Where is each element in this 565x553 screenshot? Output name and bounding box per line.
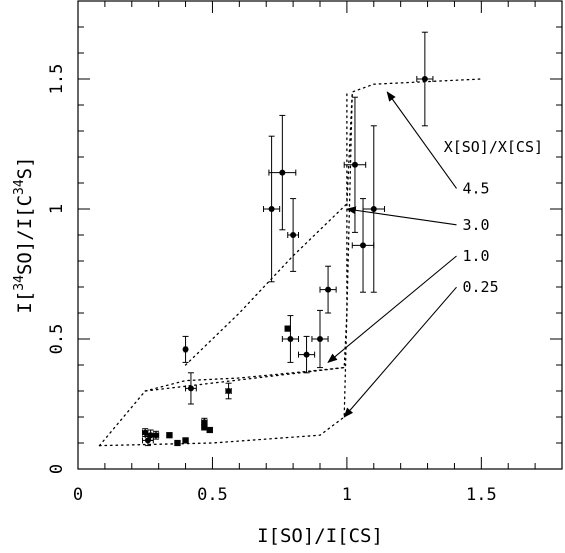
data-point (281, 315, 299, 363)
data-marker (279, 169, 286, 176)
data-marker (174, 440, 181, 446)
data-point (182, 335, 189, 363)
data-marker (317, 336, 323, 342)
data-marker (144, 437, 151, 444)
data-marker (421, 76, 428, 82)
annotation-arrow (327, 255, 457, 364)
data-point (268, 114, 297, 231)
data-marker (201, 424, 208, 431)
data-marker (268, 206, 275, 212)
data-point (284, 325, 291, 332)
data-marker (201, 419, 208, 426)
data-point (206, 426, 213, 434)
model-curve (98, 366, 345, 447)
annotation-label: 3.0 (463, 216, 490, 234)
data-marker (182, 437, 189, 444)
data-marker (182, 346, 189, 353)
data-point (142, 434, 154, 447)
data-point (416, 31, 434, 127)
x-tick-label: 1 (342, 485, 352, 505)
data-marker (206, 427, 213, 433)
data-point (201, 424, 208, 431)
data-point (182, 437, 189, 444)
data-points (142, 31, 434, 447)
axis-ticks: 0 0.5 1 1.5 0 0.5 1 1.5 (47, 0, 563, 505)
x-tick-label: 1.5 (466, 485, 497, 505)
x-tick-label: 0.5 (197, 485, 228, 505)
annotation-arrow (386, 91, 457, 189)
y-axis-label-part: 34 (12, 275, 27, 291)
y-tick-label: 0 (47, 464, 67, 474)
data-point (319, 265, 337, 314)
model-curves (98, 78, 482, 447)
annotation-label: 0.25 (463, 278, 499, 296)
data-point (287, 198, 299, 272)
data-marker (303, 351, 310, 358)
model-curve (184, 78, 482, 366)
annotation-label: 1.0 (463, 247, 490, 265)
y-axis-label-part: 34 (12, 179, 27, 195)
y-axis-label: I[34SO]/I[C34S] (12, 156, 36, 313)
data-point (225, 382, 232, 400)
data-marker (360, 242, 367, 249)
annotations: X[SO]/X[CS] 4.5 3.0 1.0 0.25 (327, 91, 543, 418)
x-tick-label: 0 (73, 485, 83, 505)
data-marker (187, 385, 194, 392)
y-axis-label-part: S] (14, 156, 36, 179)
data-point (185, 372, 197, 405)
data-marker (284, 325, 291, 332)
annotation-arrow (343, 286, 457, 418)
model-curve (98, 91, 353, 447)
x-axis-label: I[SO]/I[CS] (257, 525, 383, 547)
data-point (311, 309, 329, 369)
annotation-arrow (345, 206, 457, 226)
y-tick-label: 1 (47, 204, 67, 214)
y-axis-label-part: I[ (14, 291, 36, 314)
data-marker (287, 336, 294, 342)
y-tick-label: 1.5 (47, 64, 67, 95)
data-point (263, 135, 281, 283)
data-point (174, 439, 181, 447)
data-marker (225, 388, 232, 394)
annotation-title: X[SO]/X[CS] (444, 138, 543, 156)
y-axis-label-part: SO]/I[C (14, 195, 36, 275)
data-point (297, 335, 316, 374)
model-curve (144, 91, 348, 392)
y-tick-label: 0.5 (47, 324, 67, 355)
plot-frame (77, 0, 563, 470)
data-marker (351, 161, 358, 168)
data-marker (152, 432, 159, 439)
data-point (152, 430, 160, 440)
data-point (166, 432, 173, 439)
data-point (362, 125, 386, 293)
data-point (351, 198, 375, 293)
data-marker (166, 432, 173, 439)
data-marker (370, 206, 377, 212)
data-marker (290, 232, 297, 238)
data-marker (325, 286, 332, 293)
annotation-label: 4.5 (463, 179, 490, 197)
